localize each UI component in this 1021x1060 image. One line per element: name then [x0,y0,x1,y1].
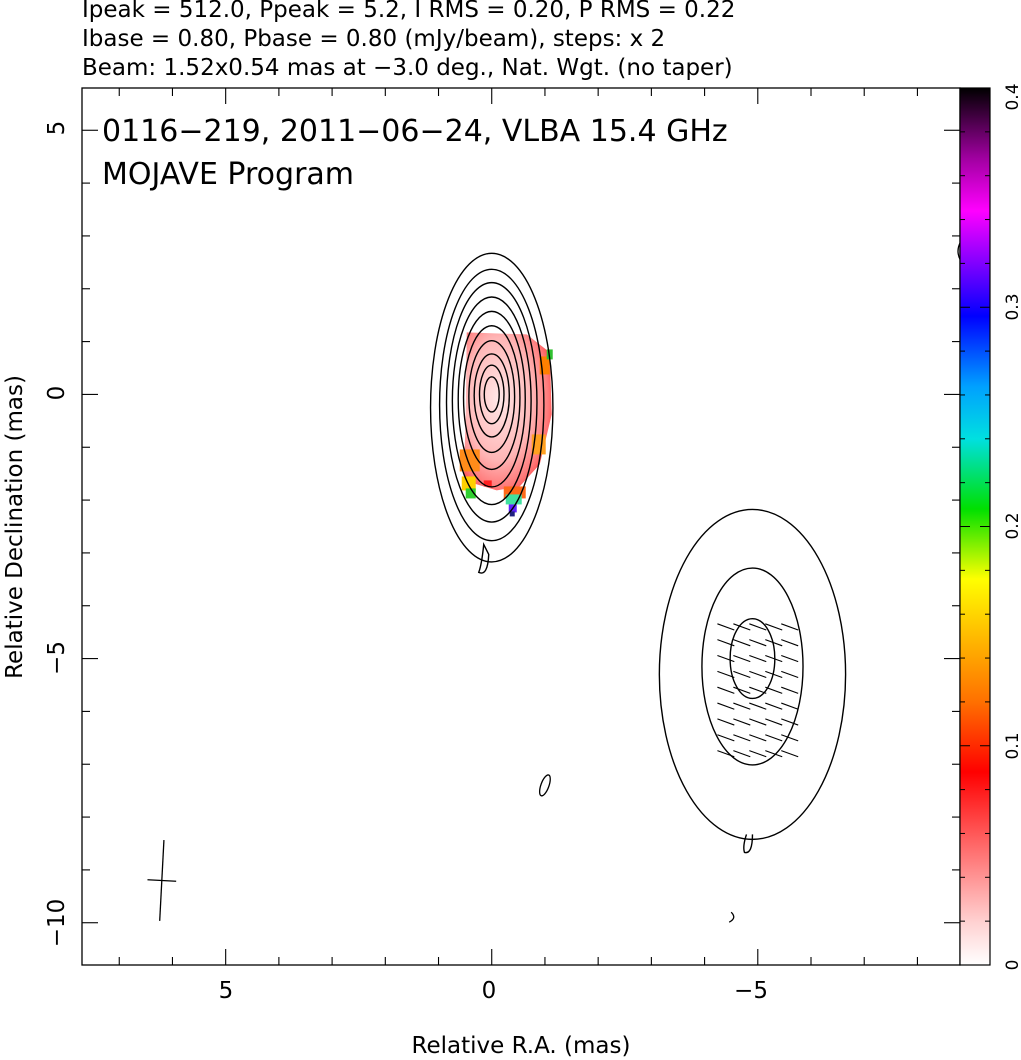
axis-ticks [82,88,960,965]
polarization-vector [733,734,751,742]
core-tail-contour [477,541,490,574]
jet-tail-contour [743,834,754,854]
beam-minor-axis [147,879,177,882]
polarization-vector [781,718,799,726]
core-contour-9 [483,376,500,413]
polarization-vector [749,718,767,726]
polarization-vector [733,702,751,710]
small-contour [538,774,551,797]
colorbar-ticks [960,87,990,966]
polarization-vector [781,686,799,694]
intensity-contours [429,241,960,923]
polarization-patch [509,511,515,517]
jet-contour-2 [729,617,776,700]
polarization-vector [765,670,783,679]
beam-ellipse [147,840,177,921]
polarization-vector [765,686,783,694]
y-axis-label: Relative Declination (mas) [2,375,28,679]
y-tick-label-0: 5 [44,121,70,136]
core-contour-3 [451,296,532,506]
polarization-patch [483,480,492,487]
polarization-vector [749,750,767,758]
header-line-2: Ibase = 0.80, Pbase = 0.80 (mJy/beam), s… [82,26,665,52]
polarization-vector [717,718,735,726]
polarization-vector [717,623,735,631]
polarization-vector [733,750,751,758]
chart-subtitle: MOJAVE Program [102,157,354,192]
x-axis-label: Relative R.A. (mas) [412,1033,631,1059]
polarization-vector [717,750,735,758]
polarization-patch [461,476,476,491]
plot-frame [81,87,961,966]
polarization-patch [459,449,480,472]
colorbar-label-1: 0.1 [1003,732,1021,759]
polarization-vector [749,654,767,663]
polarization-vector [765,623,783,631]
polarization-vector [765,654,783,663]
polarization-vector [733,654,751,663]
header-line-1: Ipeak = 512.0, Ppeak = 5.2, I RMS = 0.20… [82,0,735,23]
polarization-vector [749,623,767,631]
polarization-vector [781,623,799,631]
core-contour-7 [473,353,510,438]
small-contour [728,911,735,923]
y-tick-label-3: −10 [44,899,70,948]
x-tick-label-0: 5 [219,978,234,1004]
polarization-vector [733,639,751,647]
core-contour-5 [462,325,521,471]
colorbar-label-4: 0.4 [1003,83,1021,110]
plot-area [147,241,960,923]
polarization-vector [733,718,751,726]
core-contour-1 [438,268,545,542]
jet-contour-1 [701,567,804,766]
polarization-vector [781,654,799,663]
polarization-vector [781,734,799,742]
core-contour-4 [457,310,526,488]
polarization-vector [765,639,783,647]
polarization-vector [733,686,751,694]
polarization-vectors [717,623,799,758]
y-tick-label-1: 0 [44,386,70,401]
polarization-vector [717,702,735,710]
polarization-vector [749,639,767,647]
x-tick-label-2: −5 [734,978,768,1004]
polarization-vector [733,623,751,631]
polarization-vector [765,750,783,758]
polarization-vector [765,718,783,726]
polarization-vector [749,686,767,694]
core-contour-0 [429,252,554,563]
polarization-vector [765,734,783,742]
polarization-vector [749,702,767,710]
y-tick-label-2: −5 [44,641,70,675]
edge-contour [957,241,960,261]
polarization-vector [765,702,783,710]
polarization-patch [505,494,522,505]
polarization-vector [781,670,799,679]
polarization-patch [465,488,476,499]
core-contour-6 [468,339,516,454]
polarization-vector [717,654,735,663]
polarization-vector [781,639,799,647]
polarization-vector [717,670,735,679]
polarization-vector [717,734,735,742]
polarization-patch [539,356,550,375]
colorbar-label-0: 0 [1003,960,1021,971]
colorbar-label-3: 0.3 [1003,293,1021,320]
polarization-vector [749,734,767,742]
core-contour-8 [478,364,505,425]
polarization-vector [717,686,735,694]
jet-contour-0 [658,508,847,841]
polarization-vector [781,702,799,710]
polarization-vector [781,750,799,758]
colorbar-label-2: 0.2 [1003,512,1021,539]
polarization-vector [717,639,735,647]
header-line-3: Beam: 1.52x0.54 mas at −3.0 deg., Nat. W… [82,55,733,81]
polarization-vector [749,670,767,679]
chart-title: 0116−219, 2011−06−24, VLBA 15.4 GHz [102,114,728,149]
x-tick-label-1: 0 [482,978,497,1004]
polarization-vector [733,670,751,679]
core-contour-2 [445,281,538,523]
